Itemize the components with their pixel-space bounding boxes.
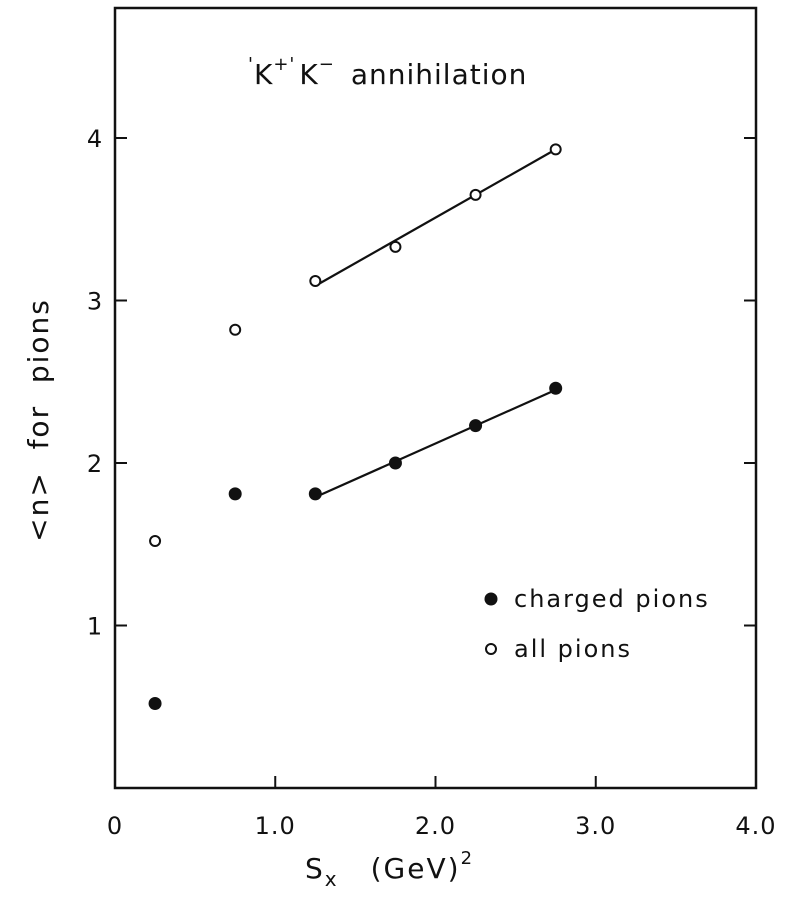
title-prefix: ' xyxy=(248,54,254,75)
charged-pions-point xyxy=(308,487,322,501)
all-pions-point xyxy=(389,240,402,253)
axis-ticks xyxy=(115,137,756,788)
legend-all-marker xyxy=(485,643,497,655)
data-points xyxy=(148,143,563,710)
all-pions-point xyxy=(229,323,242,336)
charged-pions-point xyxy=(469,419,483,433)
title-sup-plus: +' xyxy=(273,54,295,75)
y-tick-label: 4 xyxy=(87,125,103,153)
all-pions-point xyxy=(549,143,562,156)
all-pions-point xyxy=(309,275,322,287)
x-tick-labels: 0 1.0 2.0 3.0 4.0 xyxy=(107,812,776,840)
title-k-plus: K xyxy=(254,58,273,91)
title-annihilation: annihilation xyxy=(351,58,528,91)
y-tick-label: 3 xyxy=(87,288,103,316)
x-label-exp: 2 xyxy=(461,848,474,869)
x-tick-label: 4.0 xyxy=(735,812,776,840)
x-tick-label: 0 xyxy=(107,812,123,840)
charged-pions-point xyxy=(388,456,402,470)
x-axis-label: Sx (GeV)2 xyxy=(305,848,474,891)
charged-pions-fit-line xyxy=(314,388,557,499)
y-tick-labels: 1 2 3 4 xyxy=(87,125,103,641)
charged-pions-point xyxy=(549,381,563,395)
y-axis-label: <n> for pions xyxy=(22,298,55,542)
x-label-sub: x xyxy=(325,867,339,891)
all-pions-fit-line xyxy=(314,148,557,287)
charged-pions-point xyxy=(228,487,242,501)
x-label-main: S xyxy=(305,852,325,885)
fit-lines xyxy=(314,148,557,499)
legend: charged pions all pions xyxy=(484,585,710,663)
all-pions-point xyxy=(149,535,162,547)
all-pions-point xyxy=(469,188,482,201)
plot-frame xyxy=(113,6,758,790)
legend-charged-marker xyxy=(484,592,498,606)
legend-all-label: all pions xyxy=(514,635,632,663)
title-sup-minus: − xyxy=(319,54,335,75)
y-tick-label: 2 xyxy=(87,450,103,478)
y-tick-label: 1 xyxy=(87,613,103,641)
x-tick-label: 2.0 xyxy=(415,812,456,840)
x-tick-label: 1.0 xyxy=(255,812,296,840)
chart-title: 'K+' K− annihilation xyxy=(248,54,527,91)
title-k-minus: K xyxy=(299,58,318,91)
legend-charged-label: charged pions xyxy=(514,585,710,613)
charged-pions-point xyxy=(148,697,162,710)
x-tick-label: 3.0 xyxy=(575,812,616,840)
x-label-unit: (GeV) xyxy=(371,852,461,885)
